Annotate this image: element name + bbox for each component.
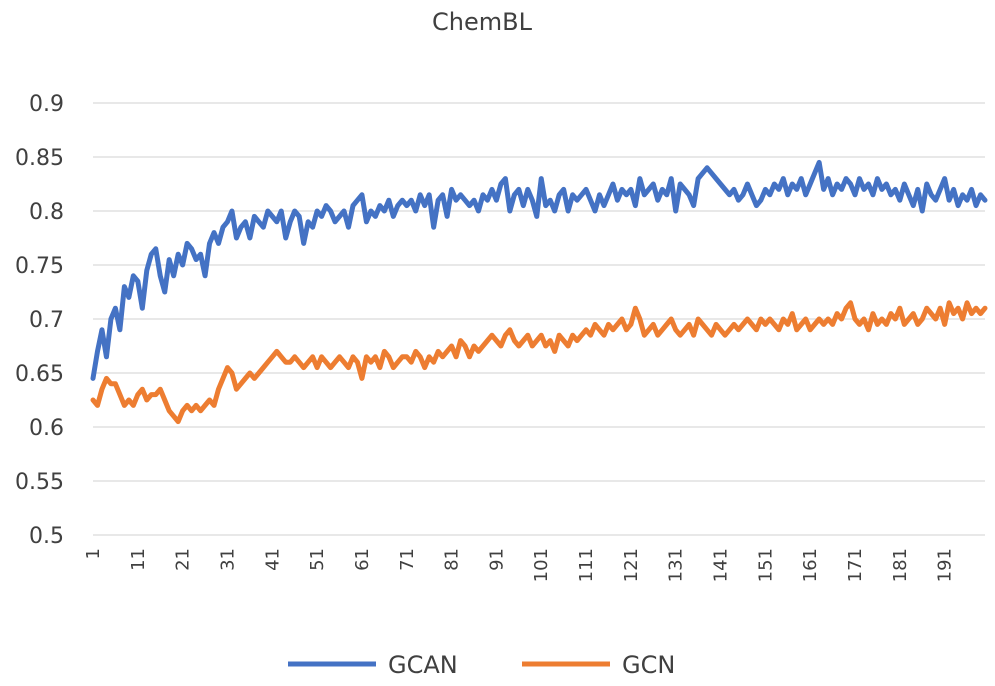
x-tick-label: 71 xyxy=(397,548,418,571)
x-tick-label: 61 xyxy=(352,548,373,571)
y-tick-label: 0.65 xyxy=(15,362,64,387)
legend-label-gcn: GCN xyxy=(622,651,675,679)
x-tick-label: 161 xyxy=(800,548,821,582)
x-tick-label: 131 xyxy=(666,548,687,582)
y-tick-label: 0.55 xyxy=(15,470,64,495)
y-tick-label: 0.8 xyxy=(29,200,64,225)
y-tick-label: 0.7 xyxy=(29,308,64,333)
x-tick-label: 111 xyxy=(576,548,597,582)
y-tick-label: 0.85 xyxy=(15,146,64,171)
y-tick-label: 0.75 xyxy=(15,254,64,279)
legend-label-gcan: GCAN xyxy=(388,651,458,679)
chart-title: ChemBL xyxy=(432,8,533,36)
x-tick-label: 41 xyxy=(262,548,283,571)
gridlines xyxy=(93,102,985,536)
x-tick-label: 101 xyxy=(531,548,552,582)
y-tick-label: 0.6 xyxy=(29,416,64,441)
x-tick-label: 181 xyxy=(890,548,911,582)
x-tick-label: 1 xyxy=(83,548,104,559)
y-axis-tick-labels: 0.5 0.55 0.6 0.65 0.7 0.75 0.8 0.85 0.9 xyxy=(15,92,64,549)
x-tick-label: 81 xyxy=(442,548,463,571)
x-tick-label: 51 xyxy=(307,548,328,571)
x-tick-label: 121 xyxy=(621,548,642,582)
series-line-gcn xyxy=(90,300,988,425)
series-line-gcan xyxy=(90,159,988,381)
x-tick-label: 151 xyxy=(755,548,776,582)
x-tick-label: 141 xyxy=(711,548,732,582)
y-tick-label: 0.5 xyxy=(29,524,64,549)
x-tick-label: 31 xyxy=(217,548,238,571)
series-lines xyxy=(90,159,988,425)
x-tick-label: 11 xyxy=(128,548,149,571)
x-tick-label: 191 xyxy=(935,548,956,582)
y-tick-label: 0.9 xyxy=(29,92,64,117)
x-tick-label: 91 xyxy=(486,548,507,571)
x-tick-label: 171 xyxy=(845,548,866,582)
x-tick-label: 21 xyxy=(173,548,194,571)
x-axis-tick-labels: 1 11 21 31 41 51 61 71 81 91 101 111 121 131 141 151 161… xyxy=(83,548,956,582)
legend: GCAN GCN xyxy=(288,651,675,679)
